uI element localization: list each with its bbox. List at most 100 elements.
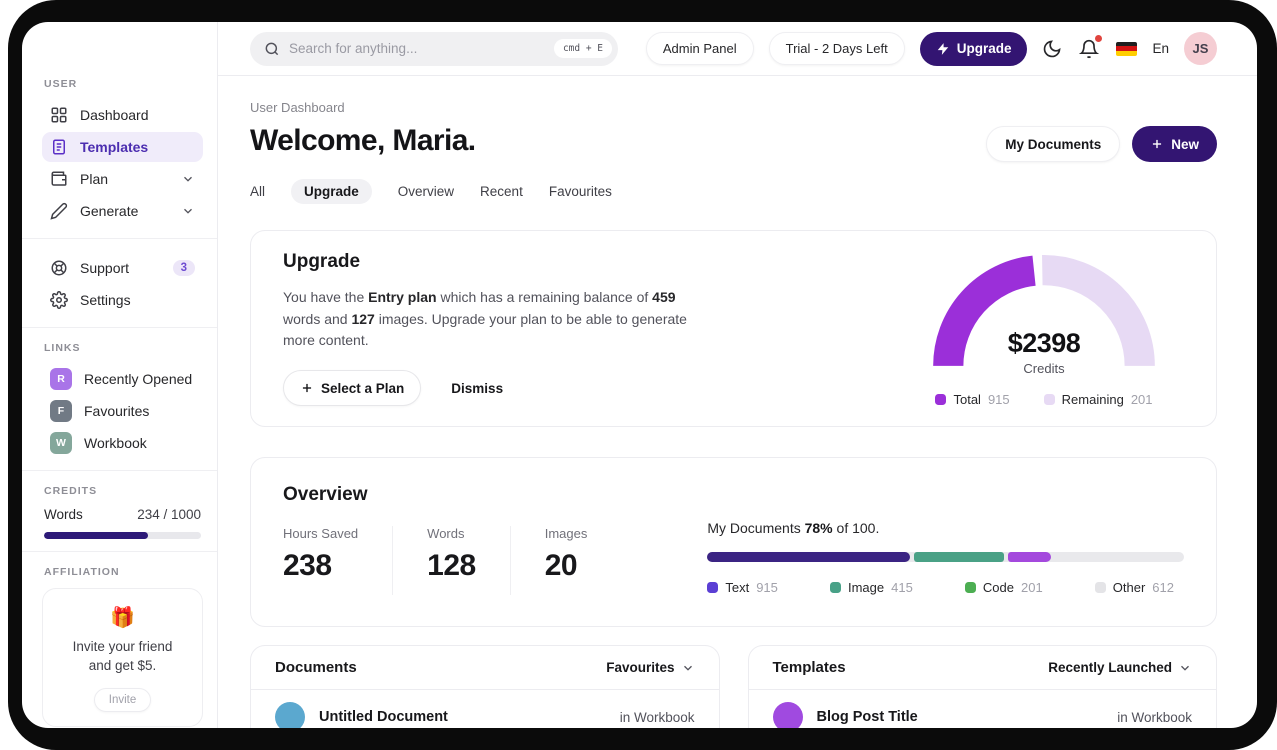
search-input[interactable] [289,41,545,56]
stat-value: 238 [283,549,332,582]
templates-card-header: Templates Recently Launched [748,646,1216,690]
search-bar[interactable]: cmd + E [250,31,618,66]
document-list-item[interactable]: Untitled Document in Workbook [251,690,719,728]
tab-upgrade[interactable]: Upgrade [291,179,372,204]
credits-progress-fill [44,532,148,539]
templates-document-icon [50,138,68,156]
templates-card: Templates Recently Launched Blog Post Ti… [747,645,1217,728]
document-location: in Workbook [619,709,695,725]
credits-words-row: Words 234 / 1000 [44,507,201,522]
stat-images: Images 20 [545,526,622,595]
gear-icon [50,291,68,309]
legend-value: 201 [1020,580,1043,595]
sidebar-item-templates[interactable]: Templates [42,132,203,162]
filter-tabs: All Upgrade Overview Recent Favourites [250,179,1217,204]
search-shortcut-chip: cmd + E [553,39,612,58]
dark-mode-toggle[interactable] [1042,38,1064,60]
sidebar-section-credits: CREDITS [44,485,98,497]
templates-filter-dropdown[interactable]: Recently Launched [1048,660,1192,675]
document-avatar [275,702,305,728]
sidebar-link-recently-opened[interactable]: R Recently Opened [42,364,203,394]
main-area: cmd + E Admin Panel Trial - 2 Days Left … [218,22,1257,728]
select-plan-button[interactable]: Select a Plan [283,370,422,407]
tab-recent[interactable]: Recent [480,179,523,204]
documents-card-header: Documents Favourites [251,646,719,690]
dismiss-button[interactable]: Dismiss [451,380,504,396]
dashboard-grid-icon [50,106,68,124]
gauge-value: $2398 [1007,328,1081,358]
invite-button[interactable]: Invite [93,687,152,712]
document-name: Untitled Document [319,709,448,725]
gauge-chart: $2398 Credits [928,250,1160,376]
sidebar-section-user: USER [44,78,78,90]
stat-value: 128 [427,549,476,582]
sidebar-item-dashboard[interactable]: Dashboard [42,100,203,130]
legend-label: Other [1112,580,1146,595]
legend-value: 415 [891,580,913,595]
sidebar-divider [22,551,217,552]
stacked-progress-bar [707,552,1184,562]
tab-overview[interactable]: Overview [398,179,454,204]
page-header: User Dashboard Welcome, Maria. My Docume… [250,100,1217,162]
sidebar-item-plan[interactable]: Plan [42,164,203,194]
affiliation-text-line1: Invite your friend [72,639,173,654]
chevron-down-icon [181,172,195,186]
gauge-label: Credits [1023,361,1065,376]
stat-hours-saved: Hours Saved 238 [283,526,394,595]
documents-filter-label: Favourites [606,660,675,675]
link-initial-badge: R [50,368,72,390]
template-list-item[interactable]: Blog Post Title in Workbook [749,690,1217,728]
sidebar: USER Dashboard Templates Plan [22,22,218,728]
topbar-right: Admin Panel Trial - 2 Days Left Upgrade … [645,31,1217,66]
sidebar-divider [22,238,217,239]
sidebar-item-generate[interactable]: Generate [42,196,203,226]
user-avatar[interactable]: JS [1184,32,1217,65]
new-button[interactable]: New [1132,126,1217,162]
legend-swatch [707,582,719,593]
credits-label: Words [44,507,83,522]
gauge-arcs [933,255,1155,367]
select-plan-label: Select a Plan [321,380,405,396]
my-documents-button[interactable]: My Documents [986,126,1121,162]
template-name: Blog Post Title [816,709,918,725]
sidebar-item-support[interactable]: Support 3 [42,253,203,283]
sidebar-item-label: Dashboard [80,107,149,123]
german-flag-icon[interactable] [1116,41,1138,56]
stat-label: Images [544,526,588,541]
legend-swatch [1094,582,1106,593]
legend-swatch [1043,394,1055,405]
language-label[interactable]: En [1152,41,1169,56]
legend-item-remaining: Remaining 201 [1043,392,1153,407]
upgrade-card: Upgrade You have the Entry plan which ha… [250,230,1217,427]
legend-swatch [829,582,841,593]
admin-panel-button[interactable]: Admin Panel [645,32,754,65]
credits-progress-bar [44,532,201,539]
legend-value: 915 [756,580,778,595]
sidebar-section-links: LINKS [44,342,81,354]
overview-card-title: Overview [283,484,368,505]
templates-card-title: Templates [772,659,846,676]
overview-card: Overview Hours Saved 238 Words 128 Image… [250,457,1217,627]
bolt-icon [936,42,950,56]
documents-filter-dropdown[interactable]: Favourites [606,660,694,675]
notifications-bell-icon[interactable] [1079,34,1103,60]
tab-favourites[interactable]: Favourites [549,179,612,204]
template-avatar [772,702,803,728]
bar-segment-text [707,552,911,562]
legend-item-text: Text 915 [707,580,778,595]
wallet-icon [50,170,68,188]
sidebar-link-workbook[interactable]: W Workbook [42,428,203,458]
tab-all[interactable]: All [250,179,265,204]
trial-badge[interactable]: Trial - 2 Days Left [768,32,905,65]
upgrade-button[interactable]: Upgrade [919,31,1028,66]
legend-value: 915 [987,392,1010,407]
support-count-badge: 3 [172,260,195,276]
sidebar-item-label: Workbook [84,435,147,451]
sidebar-link-favourites[interactable]: F Favourites [42,396,203,426]
sidebar-item-label: Templates [80,139,149,155]
legend-label: Image [847,580,885,595]
sidebar-item-label: Plan [80,171,109,187]
sidebar-item-settings[interactable]: Settings [42,285,203,315]
template-location: in Workbook [1117,709,1192,725]
link-initial-badge: W [50,432,72,454]
